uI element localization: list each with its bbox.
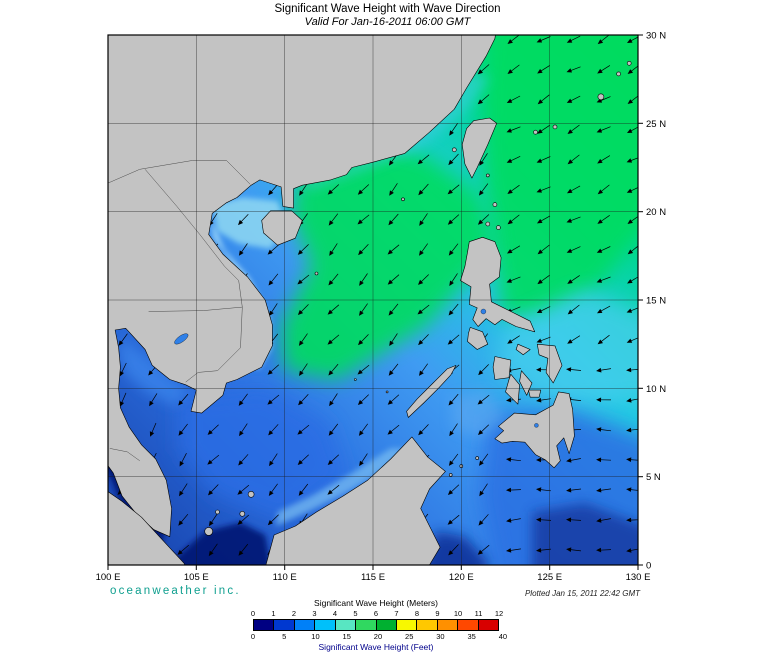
- meters-tick-label: 2: [291, 609, 297, 618]
- oceanweather-logo-text: oceanweather inc.: [110, 585, 241, 597]
- meters-tick-label: 4: [332, 609, 338, 618]
- meters-tick-label: 0: [250, 609, 256, 618]
- meters-tick-label: 11: [474, 609, 483, 618]
- feet-tick-label: 35: [467, 632, 476, 641]
- svg-text:125 E: 125 E: [537, 572, 562, 583]
- colorbar-segment: [375, 620, 396, 630]
- colorbar-segment: [416, 620, 437, 630]
- legend-colorbar: [253, 619, 499, 631]
- svg-text:105 E: 105 E: [184, 572, 209, 583]
- svg-text:10 N: 10 N: [646, 384, 666, 395]
- svg-text:5 N: 5 N: [646, 472, 661, 483]
- meters-tick-label: 10: [453, 609, 463, 618]
- meters-tick-label: 9: [435, 609, 440, 618]
- lon-axis-labels: 100 E 105 E 110 E 115 E 120 E 125 E 130 E: [96, 565, 651, 583]
- meters-tick-label: 3: [312, 609, 317, 618]
- meters-tick-label: 8: [414, 609, 420, 618]
- svg-text:110 E: 110 E: [273, 572, 297, 583]
- chart-valid-time: Valid For Jan-16-2011 06:00 GMT: [304, 16, 471, 29]
- legend-meters-ticks: 0 1 2 3 4 5 6 7 8 9 10 11 12: [250, 609, 503, 618]
- svg-text:115 E: 115 E: [361, 572, 385, 583]
- chart-header: Significant Wave Height with Wave Direct…: [0, 3, 775, 29]
- lakes: [174, 308, 539, 428]
- legend-meters-title: Significant Wave Height (Meters): [314, 598, 438, 608]
- svg-text:130 E: 130 E: [626, 572, 651, 583]
- feet-tick-label: 20: [373, 632, 383, 641]
- colorbar-segment: [254, 620, 274, 630]
- svg-text:15 N: 15 N: [646, 296, 666, 307]
- meters-tick-label: 5: [353, 609, 358, 618]
- lat-axis-labels: 0 5 N 10 N 15 N 20 N 25 N 30 N: [638, 31, 666, 572]
- feet-tick-label: 15: [342, 632, 351, 641]
- colorbar-segment: [334, 620, 356, 630]
- svg-text:25 N: 25 N: [646, 119, 666, 130]
- chart-title: Significant Wave Height with Wave Direct…: [274, 3, 501, 15]
- meters-tick-label: 1: [271, 609, 276, 618]
- svg-text:30 N: 30 N: [646, 31, 666, 42]
- country-borders: [108, 160, 251, 462]
- graticule: [108, 35, 638, 565]
- legend-feet-title: Significant Wave Height (Feet): [318, 642, 434, 652]
- colorbar-segment: [477, 620, 499, 630]
- colorbar-segment: [273, 620, 294, 630]
- svg-text:100 E: 100 E: [96, 572, 121, 583]
- meters-tick-label: 12: [494, 609, 504, 618]
- feet-tick-label: 30: [436, 632, 445, 641]
- feet-tick-label: 5: [282, 632, 287, 641]
- colorbar-segment: [436, 620, 458, 630]
- feet-tick-label: 25: [405, 632, 414, 641]
- plotted-timestamp: Plotted Jan 15, 2011 22:42 GMT: [524, 589, 640, 598]
- colorbar-segment: [457, 620, 478, 630]
- legend-feet-ticks: 0 5 10 15 20 25 30 35 40: [250, 632, 507, 641]
- meters-tick-label: 7: [394, 609, 399, 618]
- feet-tick-label: 40: [498, 632, 508, 641]
- svg-text:20 N: 20 N: [646, 207, 666, 218]
- colorbar-segment: [395, 620, 417, 630]
- svg-text:0: 0: [646, 561, 651, 572]
- feet-tick-label: 0: [250, 632, 256, 641]
- colorbar-segment: [293, 620, 315, 630]
- colorbar-segment: [355, 620, 376, 630]
- colorbar-segment: [314, 620, 335, 630]
- meters-tick-label: 6: [373, 609, 379, 618]
- svg-text:120 E: 120 E: [449, 572, 474, 583]
- feet-tick-label: 10: [311, 632, 320, 641]
